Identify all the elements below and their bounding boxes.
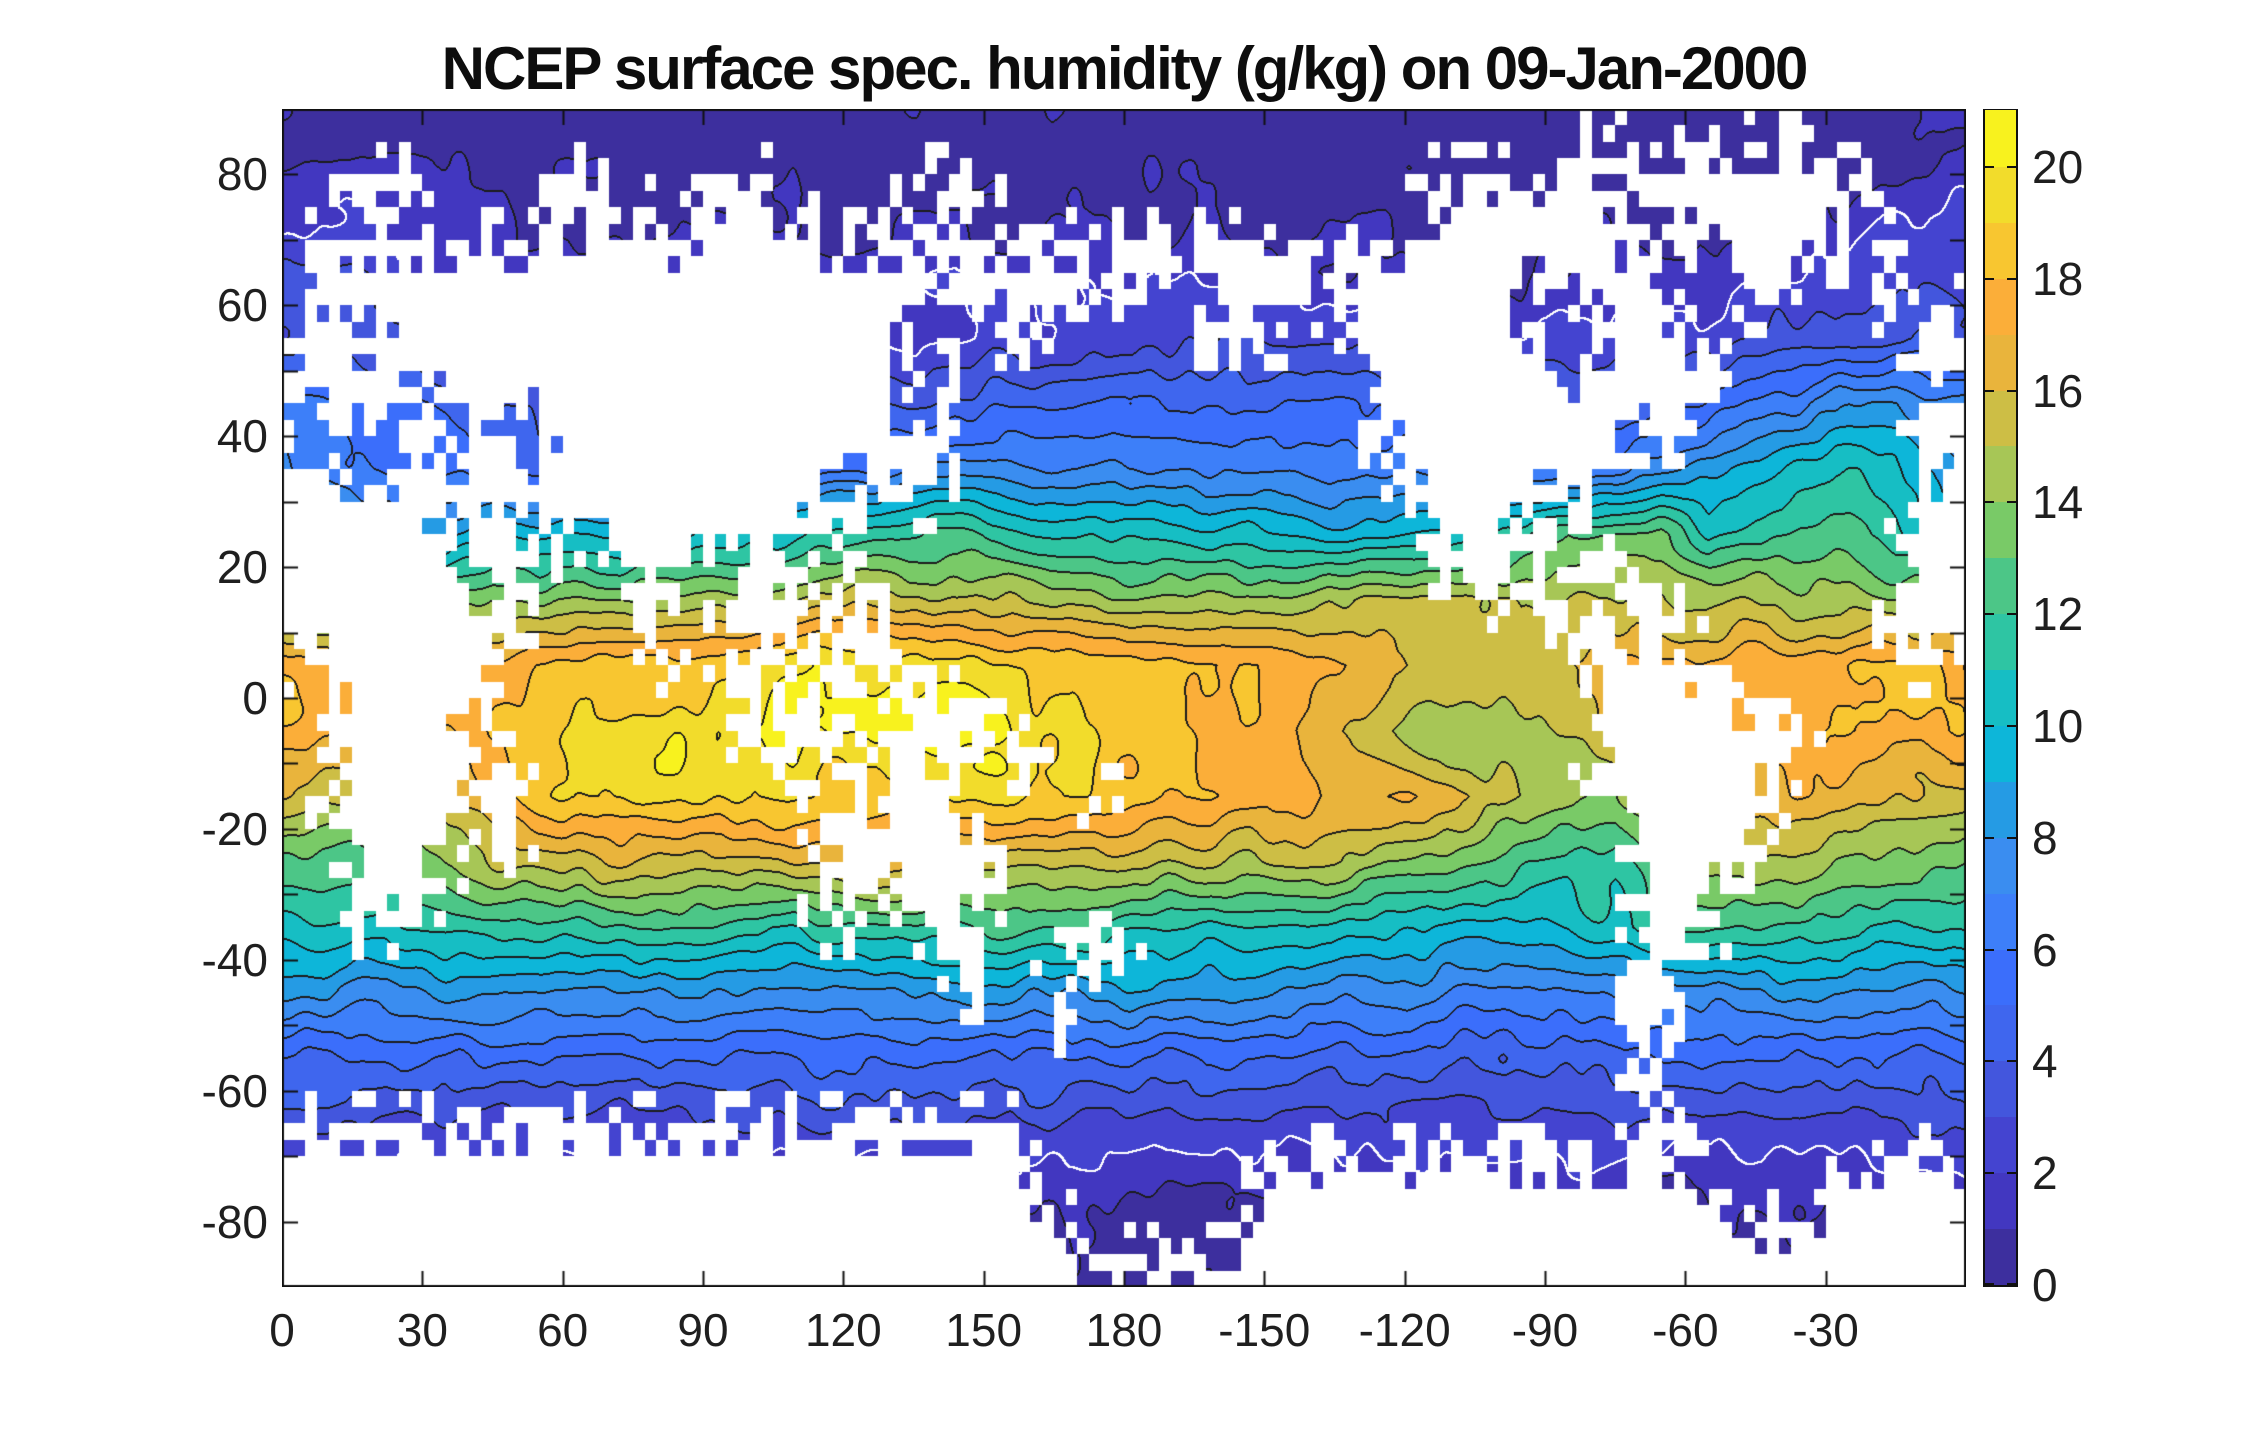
map-canvas (282, 109, 1966, 1287)
colorbar-tick (2007, 836, 2016, 839)
colorbar-tick-label: 12 (2032, 588, 2084, 641)
colorbar (1983, 109, 2018, 1287)
colorbar-tick (1985, 501, 1994, 504)
colorbar-tick (1985, 948, 1994, 951)
x-axis-tick-label: -150 (1218, 1304, 1311, 1356)
colorbar-tick (2007, 948, 2016, 951)
plot-area (282, 109, 1966, 1287)
colorbar-tick (2007, 724, 2016, 727)
colorbar-band (1985, 613, 2016, 671)
colorbar-tick (1985, 836, 1994, 839)
colorbar-band (1985, 334, 2016, 391)
x-axis-tick-label: 60 (537, 1304, 589, 1356)
colorbar-band (1985, 110, 2016, 167)
colorbar-band (1985, 222, 2016, 279)
y-axis-tick-label: 0 (242, 672, 268, 724)
colorbar-tick-label: 8 (2032, 811, 2058, 864)
y-axis-tick-label: -40 (201, 933, 268, 986)
colorbar-band (1985, 1060, 2016, 1118)
colorbar-tick (1985, 724, 1994, 727)
colorbar-band (1985, 948, 2016, 1006)
y-axis-tick-label: -60 (201, 1064, 268, 1117)
y-axis-tick-label: 60 (216, 279, 268, 332)
colorbar-band (1985, 278, 2016, 335)
x-axis-tick-label: 90 (677, 1304, 729, 1356)
x-axis-tick-label: 150 (945, 1304, 1023, 1356)
y-axis-tick-label: 40 (216, 410, 268, 463)
x-axis-tick-label: 30 (396, 1304, 448, 1356)
x-axis-tick-label: -120 (1358, 1304, 1451, 1356)
colorbar-band (1985, 445, 2016, 503)
colorbar-band (1985, 389, 2016, 447)
y-axis-tick-label: 20 (216, 541, 268, 594)
colorbar-tick-label: 0 (2032, 1259, 2058, 1311)
y-axis-tick-label: 80 (216, 148, 268, 201)
colorbar-band (1985, 501, 2016, 559)
colorbar-tick (2007, 165, 2016, 168)
colorbar-tick (2007, 613, 2016, 616)
y-axis-tick-label: -80 (201, 1195, 268, 1248)
page-title: NCEP surface spec. humidity (g/kg) on 09… (441, 35, 1809, 102)
colorbar-tick (2007, 389, 2016, 392)
colorbar-tick-label: 16 (2032, 364, 2084, 417)
colorbar-band (1985, 1172, 2016, 1230)
colorbar-tick (2007, 1172, 2016, 1175)
colorbar-tick-label: 2 (2032, 1147, 2058, 1200)
colorbar-tick (2007, 1283, 2016, 1285)
colorbar-band (1985, 669, 2016, 726)
colorbar-tick (1985, 613, 1994, 616)
colorbar-band (1985, 1228, 2016, 1285)
colorbar-tick-label: 4 (2032, 1035, 2058, 1088)
colorbar-tick-label: 10 (2032, 699, 2084, 752)
colorbar-tick (2007, 277, 2016, 280)
colorbar-band (1985, 1116, 2016, 1174)
colorbar-tick (1985, 1172, 1994, 1175)
colorbar-band (1985, 557, 2016, 615)
colorbar-tick (1985, 389, 1994, 392)
x-axis-tick-label: 120 (804, 1304, 882, 1356)
colorbar-band (1985, 781, 2016, 838)
y-axis-tick-label: -20 (201, 802, 268, 855)
colorbar-tick (1985, 165, 1994, 168)
colorbar-tick-label: 14 (2032, 476, 2084, 529)
colorbar-tick (2007, 1060, 2016, 1063)
x-axis-tick-label: -30 (1792, 1304, 1859, 1356)
colorbar-band (1985, 1004, 2016, 1062)
colorbar-tick-label: 20 (2032, 140, 2084, 193)
colorbar-tick (1985, 1283, 1994, 1285)
colorbar-band (1985, 837, 2016, 894)
colorbar-tick (2007, 501, 2016, 504)
colorbar-tick (1985, 277, 1994, 280)
x-axis-tick-label: -60 (1652, 1304, 1719, 1356)
colorbar-tick-label: 6 (2032, 923, 2058, 976)
colorbar-tick (1985, 1060, 1994, 1063)
colorbar-band (1985, 893, 2016, 950)
colorbar-band (1985, 725, 2016, 782)
x-axis-tick-label: -90 (1511, 1304, 1579, 1356)
x-axis-tick-label: 180 (1085, 1304, 1163, 1356)
x-axis-tick-label: 0 (269, 1304, 295, 1356)
colorbar-band (1985, 166, 2016, 223)
colorbar-tick-label: 18 (2032, 252, 2084, 305)
